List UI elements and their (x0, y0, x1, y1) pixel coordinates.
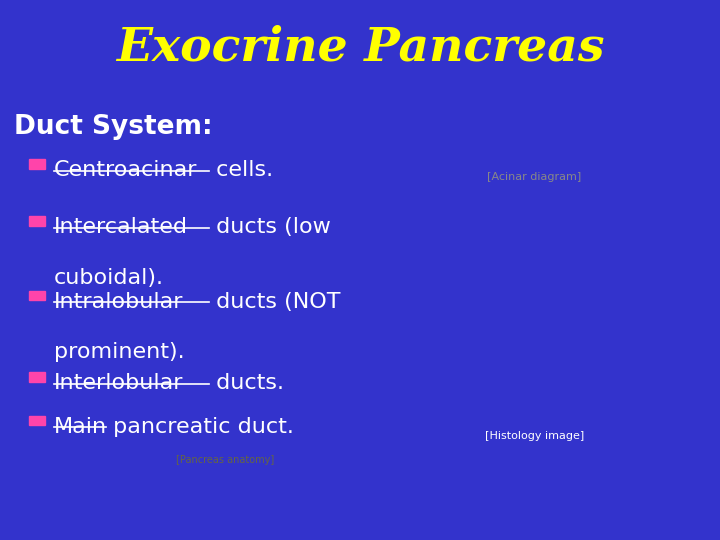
Text: [Acinar diagram]: [Acinar diagram] (487, 172, 582, 182)
Text: Exocrine Pancreas: Exocrine Pancreas (116, 24, 604, 70)
Text: ducts.: ducts. (209, 373, 284, 393)
Text: [Pancreas anatomy]: [Pancreas anatomy] (176, 455, 274, 465)
Text: [Histology image]: [Histology image] (485, 431, 584, 441)
Text: cuboidal).: cuboidal). (54, 268, 164, 288)
FancyBboxPatch shape (29, 159, 45, 168)
Text: ducts (NOT: ducts (NOT (209, 292, 340, 312)
Text: ducts (low: ducts (low (209, 217, 330, 237)
FancyBboxPatch shape (29, 217, 45, 226)
Text: pancreatic duct.: pancreatic duct. (106, 417, 294, 437)
Text: Interlobular: Interlobular (54, 373, 184, 393)
FancyBboxPatch shape (29, 416, 45, 426)
Text: Intralobular: Intralobular (54, 292, 184, 312)
Text: Intercalated: Intercalated (54, 217, 188, 237)
Text: Duct System:: Duct System: (14, 114, 213, 140)
FancyBboxPatch shape (29, 373, 45, 382)
Text: Main: Main (54, 417, 107, 437)
Text: Centroacinar: Centroacinar (54, 160, 197, 180)
Text: cells.: cells. (209, 160, 273, 180)
FancyBboxPatch shape (29, 291, 45, 300)
Text: prominent).: prominent). (54, 342, 184, 362)
